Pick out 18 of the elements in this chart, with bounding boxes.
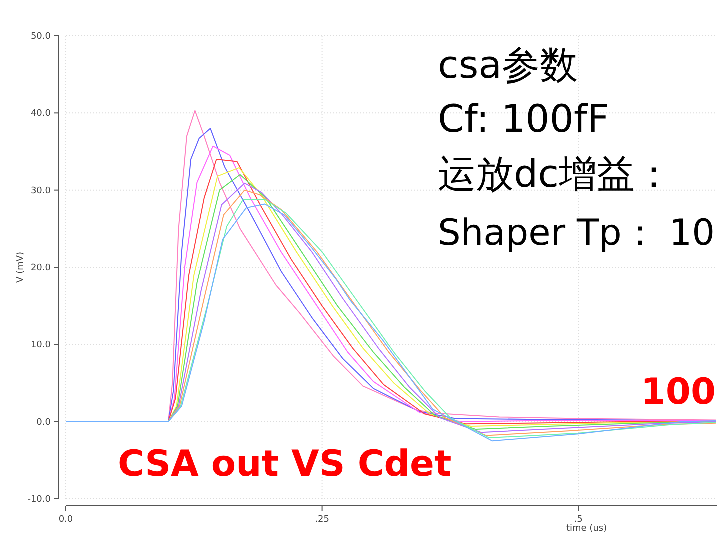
y-tick-label: 40.0 bbox=[30, 109, 52, 120]
annotation: CSA out VS Cdet bbox=[118, 444, 452, 485]
y-tick-label: 50.0 bbox=[30, 32, 52, 42]
x-tick-label: .5 bbox=[574, 515, 583, 525]
annotation: 100 bbox=[640, 372, 716, 413]
y-tick-label: 0.0 bbox=[36, 418, 52, 428]
x-tick-label: .25 bbox=[315, 515, 330, 525]
annotation: 运放dc增益： bbox=[438, 152, 674, 196]
y-tick-label: 10.0 bbox=[30, 340, 52, 351]
y-tick-label: 30.0 bbox=[30, 186, 52, 196]
x-tick-label: 0.0 bbox=[58, 515, 74, 525]
annotation: csa参数 bbox=[438, 43, 578, 87]
x-axis-title: time (us) bbox=[566, 524, 608, 533]
y-axis-title: V (mV) bbox=[16, 252, 26, 283]
annotation: Shaper Tp： 10 bbox=[438, 213, 716, 254]
y-tick-label: -10.0 bbox=[28, 495, 52, 505]
y-tick-label: 20.0 bbox=[30, 264, 52, 274]
annotation: Cf: 100fF bbox=[438, 97, 610, 141]
